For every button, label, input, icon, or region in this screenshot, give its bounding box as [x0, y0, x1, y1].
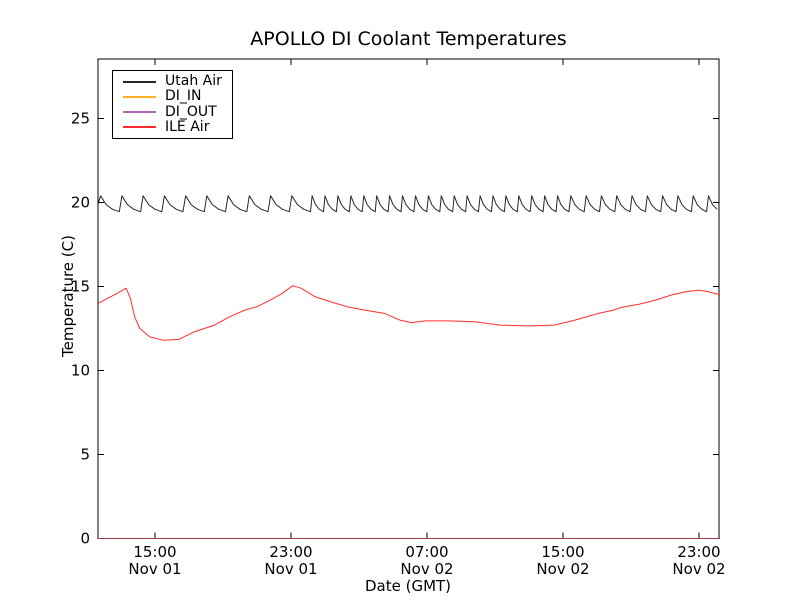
y-tick-label: 0 — [80, 530, 90, 548]
y-tick-label: 20 — [71, 194, 90, 212]
x-tick-label-time: 07:00 — [405, 543, 448, 561]
x-tick-label-date: Nov 01 — [128, 560, 181, 578]
x-tick-label-time: 15:00 — [133, 543, 176, 561]
y-axis-label: Temperature (C) — [59, 235, 77, 358]
x-tick-label-date: Nov 02 — [536, 560, 589, 578]
y-tick-label: 5 — [80, 446, 90, 464]
x-tick-label-date: Nov 02 — [400, 560, 453, 578]
legend: Utah Air DI_IN DI_OUT ILE Air — [112, 70, 233, 139]
legend-item: Utah Air — [113, 74, 232, 89]
y-tick-label: 10 — [71, 362, 90, 380]
legend-line-sample-di-in — [123, 95, 156, 98]
series-line-utah-air — [97, 195, 718, 213]
x-axis-label: Date (GMT) — [365, 577, 451, 595]
legend-label: Utah Air — [165, 73, 222, 90]
y-tick-label: 25 — [71, 110, 90, 128]
x-tick-label-time: 23:00 — [677, 543, 720, 561]
x-tick-label-time: 23:00 — [269, 543, 312, 561]
chart-title: APOLLO DI Coolant Temperatures — [250, 28, 567, 50]
legend-label: ILE Air — [165, 118, 210, 135]
y-tick-label: 15 — [71, 278, 90, 296]
legend-item: DI_IN — [113, 89, 232, 104]
legend-line-sample-utah-air — [123, 80, 156, 83]
legend-label: DI_IN — [165, 88, 202, 105]
x-tick-label-time: 15:00 — [541, 543, 584, 561]
x-tick-label-date: Nov 02 — [672, 560, 725, 578]
legend-item: ILE Air — [113, 118, 232, 135]
series-line-ile-air — [97, 285, 721, 341]
legend-line-sample-ile-air — [123, 126, 156, 129]
legend-line-sample-di-out — [123, 111, 156, 114]
legend-label: DI_OUT — [165, 103, 217, 120]
x-tick-label-date: Nov 01 — [264, 560, 317, 578]
legend-item: DI_OUT — [113, 103, 232, 120]
